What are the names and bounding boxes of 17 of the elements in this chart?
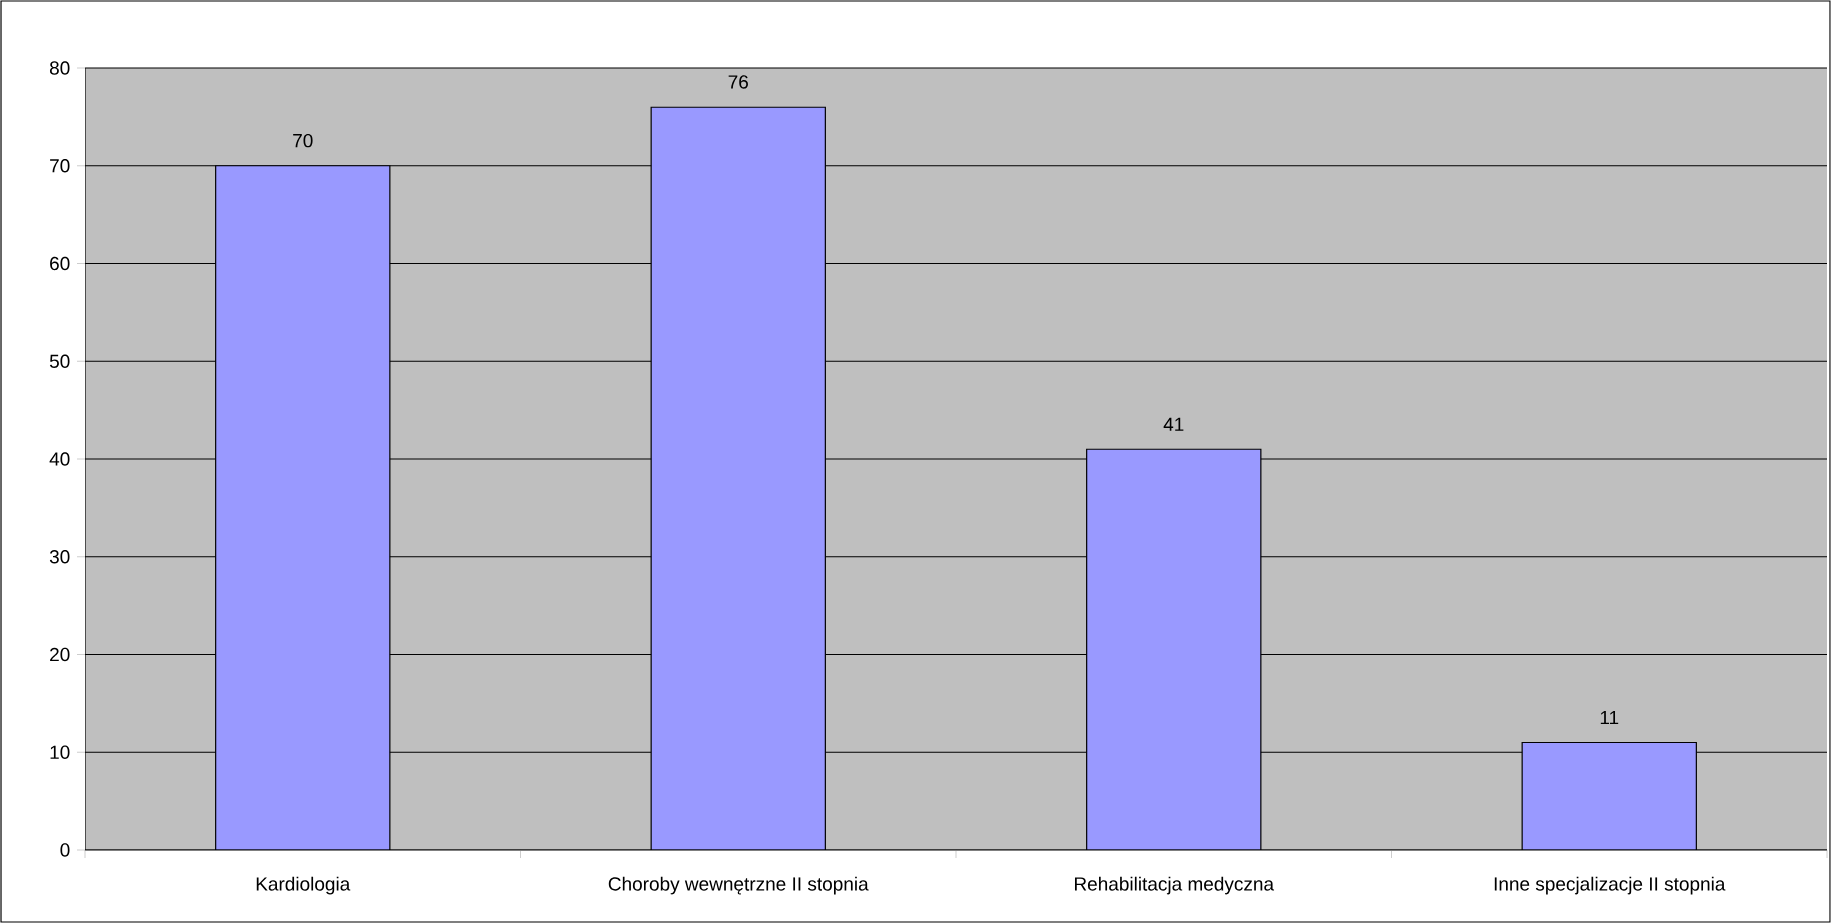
y-tick-label: 60 [50, 256, 70, 271]
x-tick-label: Inne specjalizacje II stopnia [1494, 876, 1726, 895]
y-tick-label: 70 [50, 159, 70, 173]
y-tick-label: 50 [49, 354, 70, 368]
x-tick-label: Kardiologia [256, 876, 351, 895]
x-tick-label: Rehabilitacja medyczna [1074, 876, 1275, 895]
data-label: 76 [728, 75, 748, 89]
data-label: 11 [1600, 711, 1619, 725]
y-tick-label: 10 [50, 745, 70, 759]
y-tick-label: 40 [49, 452, 70, 466]
y-tick-label: 80 [49, 61, 70, 75]
data-label: 70 [293, 133, 313, 148]
x-tick-label: Choroby wewnętrzne II stopnia [608, 876, 869, 895]
y-tick-label: 20 [50, 647, 70, 662]
data-label: 41 [1163, 417, 1184, 431]
y-tick-label: 30 [49, 550, 70, 564]
y-tick-label: 0 [60, 843, 70, 857]
